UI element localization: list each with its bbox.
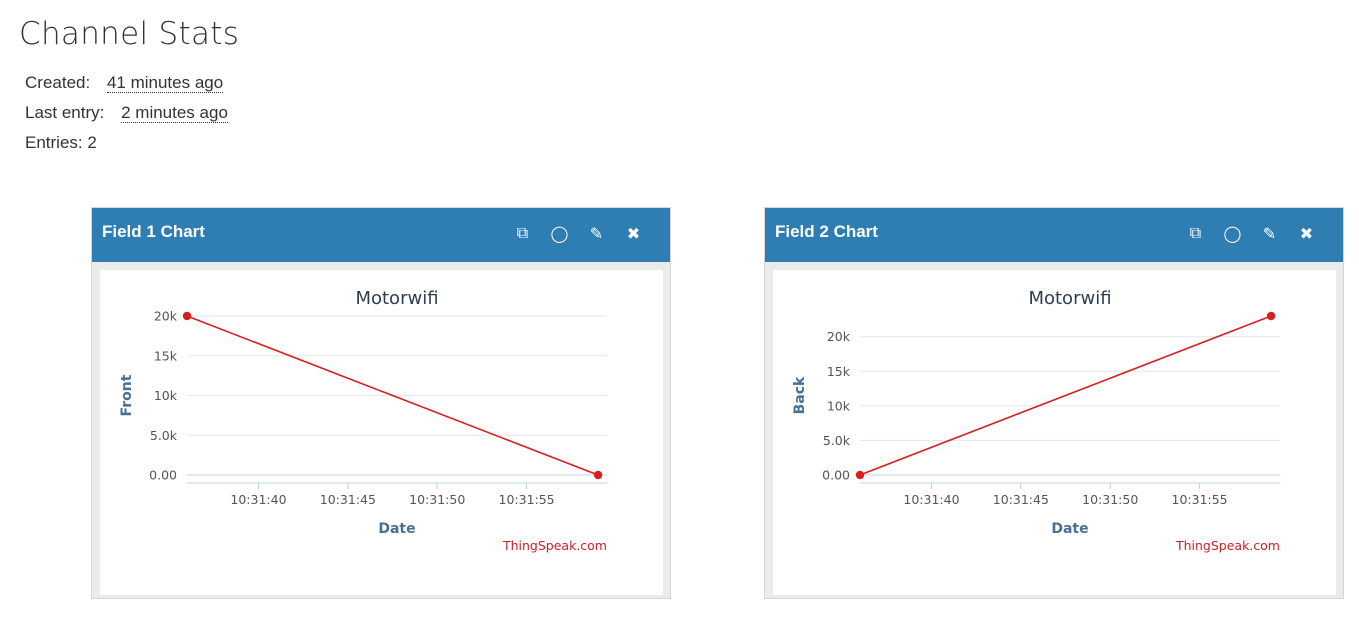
panel-header: Field 2 Chart ⧉ ◯ ✎ ✖: [765, 208, 1343, 262]
y-tick-label: 15k: [154, 348, 178, 363]
panel-tools: ⧉ ◯ ✎ ✖: [504, 223, 652, 245]
x-axis-label: Date: [378, 521, 415, 537]
comment-icon[interactable]: ◯: [550, 226, 569, 243]
x-tick-label: 10:31:40: [903, 492, 959, 507]
field-2-chart-panel: Field 2 Chart ⧉ ◯ ✎ ✖ Motorwifi 0.00 5.0k 1…: [764, 207, 1344, 599]
panel-title: Field 2 Chart: [775, 222, 878, 241]
field-1-chart-panel: Field 1 Chart ⧉ ◯ ✎ ✖ Motorwifi 0.00 5.0k 1…: [91, 207, 671, 599]
external-link-icon[interactable]: ⧉: [516, 225, 529, 242]
panel-tools: ⧉ ◯ ✎ ✖: [1177, 223, 1325, 245]
chart-area: Motorwifi 0.00 5.0k 10k 15k 20k 10:31:40 10:31:…: [773, 270, 1336, 595]
panel-header: Field 1 Chart ⧉ ◯ ✎ ✖: [92, 208, 670, 262]
y-tick-label: 10k: [154, 388, 178, 403]
chart-title: Motorwifi: [355, 288, 438, 309]
data-point: [593, 470, 603, 480]
thingspeak-credit: ThingSpeak.com: [502, 538, 607, 553]
created-row: Created: 41 minutes ago: [25, 70, 228, 100]
last-entry-row: Last entry: 2 minutes ago: [25, 100, 228, 130]
y-tick-label: 10k: [827, 398, 851, 413]
x-tick-label: 10:31:45: [320, 492, 376, 507]
entries-row: Entries: 2: [25, 130, 228, 160]
data-point: [1266, 311, 1276, 321]
y-tick-label: 20k: [827, 329, 851, 344]
x-tick-label: 10:31:40: [230, 492, 286, 507]
x-tick-label: 10:31:55: [499, 492, 555, 507]
comment-icon[interactable]: ◯: [1223, 226, 1242, 243]
data-point: [855, 470, 865, 480]
y-axis-label: Back: [792, 376, 808, 414]
created-value: 41 minutes ago: [106, 73, 224, 93]
y-tick-label: 20k: [154, 309, 178, 324]
chart-title: Motorwifi: [1028, 288, 1111, 309]
data-point: [182, 311, 192, 321]
pencil-icon[interactable]: ✎: [1262, 226, 1277, 243]
chart-area: Motorwifi 0.00 5.0k 10k 15k 20k 10:31:40 10:31:…: [100, 270, 663, 595]
series-line: [186, 315, 599, 476]
external-link-icon[interactable]: ⧉: [1189, 225, 1202, 242]
last-entry-value: 2 minutes ago: [121, 103, 228, 123]
last-entry-label: Last entry:: [25, 103, 105, 122]
close-icon[interactable]: ✖: [626, 226, 641, 243]
x-tick-label: 10:31:55: [1172, 492, 1228, 507]
y-tick-label: 0.00: [822, 468, 850, 483]
y-axis-label: Front: [119, 374, 135, 416]
channel-stats: Created: 41 minutes ago Last entry: 2 mi…: [25, 70, 228, 160]
series-line: [859, 315, 1272, 476]
close-icon[interactable]: ✖: [1299, 226, 1314, 243]
field-1-chart: Motorwifi 0.00 5.0k 10k 15k 20k 10:31:40 10:31:…: [119, 288, 607, 553]
x-tick-label: 10:31:45: [993, 492, 1049, 507]
y-tick-label: 5.0k: [823, 433, 851, 448]
x-tick-label: 10:31:50: [1082, 492, 1138, 507]
panel-body: Motorwifi 0.00 5.0k 10k 15k 20k 10:31:40 10:31:…: [92, 262, 670, 598]
created-label: Created:: [25, 73, 91, 92]
pencil-icon[interactable]: ✎: [589, 226, 604, 243]
panel-title: Field 1 Chart: [102, 222, 205, 241]
panel-body: Motorwifi 0.00 5.0k 10k 15k 20k 10:31:40 10:31:…: [765, 262, 1343, 598]
thingspeak-credit: ThingSpeak.com: [1175, 538, 1280, 553]
page-title: Channel Stats: [19, 16, 240, 52]
x-axis-label: Date: [1051, 521, 1088, 537]
y-tick-label: 15k: [827, 364, 851, 379]
y-tick-label: 5.0k: [150, 428, 178, 443]
field-2-chart: Motorwifi 0.00 5.0k 10k 15k 20k 10:31:40 10:31:…: [792, 288, 1280, 553]
y-tick-label: 0.00: [149, 468, 177, 483]
entries-count: Entries: 2: [25, 133, 97, 152]
x-tick-label: 10:31:50: [409, 492, 465, 507]
